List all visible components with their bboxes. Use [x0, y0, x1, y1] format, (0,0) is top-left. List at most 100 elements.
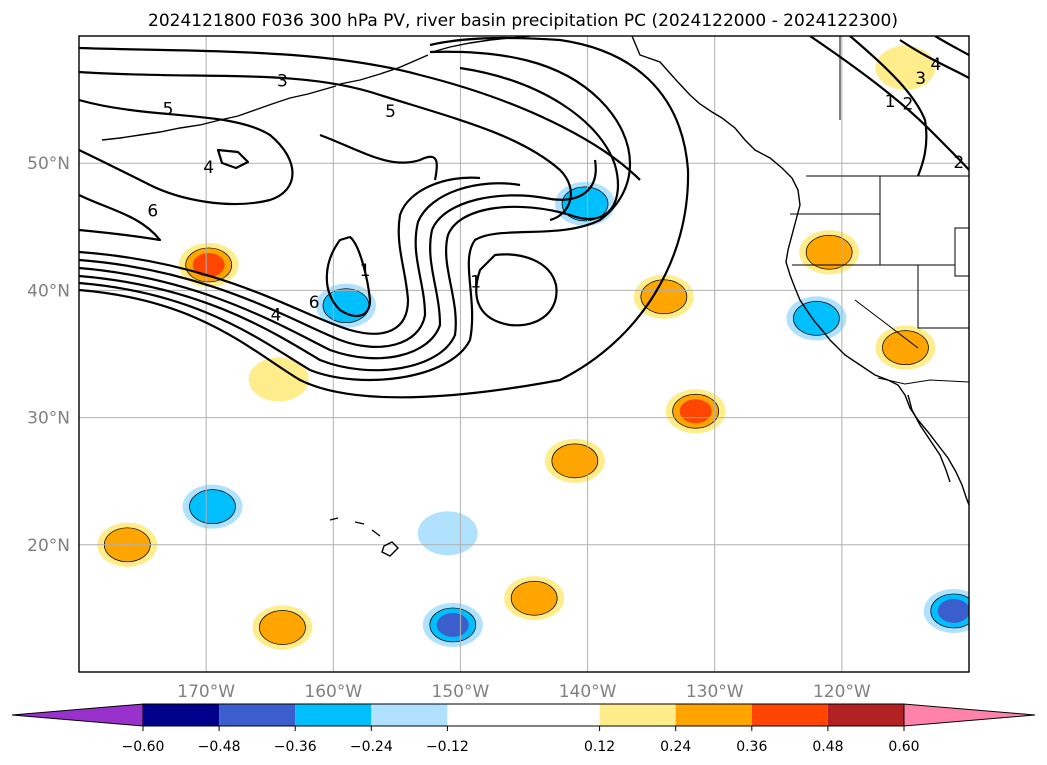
pv-contour-label: 4 — [931, 55, 942, 75]
pv-contour-line — [899, 39, 969, 79]
precip-pc-level — [882, 330, 929, 365]
colorbar-frame — [142, 703, 905, 727]
pv-contour-label: 3 — [915, 69, 926, 89]
precip-pc-level — [248, 357, 309, 402]
pv-contour-label: 4 — [203, 158, 214, 178]
precip-pc-blob — [786, 296, 847, 341]
pv-contour-line — [934, 36, 969, 56]
colorbar-segment — [827, 704, 904, 726]
pv-contour-line — [79, 50, 631, 382]
precip-pc-blob — [504, 576, 565, 621]
pv-contour-line — [79, 66, 620, 372]
colorbar-tick-label: −0.12 — [426, 739, 469, 755]
pv-contour-line — [79, 46, 641, 181]
pv-contour-label: 2 — [903, 94, 914, 114]
colorbar-tick-label: 0.36 — [736, 739, 767, 755]
coastlines — [101, 36, 969, 557]
precip-pc-blob — [182, 484, 243, 529]
pv-contour-line — [216, 148, 250, 170]
pv-contour-line — [79, 70, 572, 222]
chart-title: 2024121800 F036 300 hPa PV, river basin … — [148, 11, 898, 31]
political-borders — [790, 36, 969, 385]
precip-pc-level — [640, 279, 688, 315]
pv-contour-label: 5 — [385, 102, 396, 122]
colorbar-tick-label: 0.24 — [660, 739, 691, 755]
precip-pc-blob — [875, 325, 936, 370]
pv-contour-line — [79, 176, 481, 335]
precip-pc-blob — [875, 45, 936, 90]
aleutian-islands — [101, 54, 429, 141]
colorbar-tick-label: −0.60 — [122, 739, 165, 755]
colorbar-tick-label: −0.36 — [274, 739, 317, 755]
precip-pc-blob — [799, 230, 860, 275]
precip-pc-layer — [97, 45, 969, 650]
state-borders — [790, 176, 969, 349]
lon-tick-label: 140°W — [559, 682, 617, 702]
map-frame — [78, 35, 970, 673]
precip-pc-level — [875, 45, 936, 90]
lat-tick-labels: 20°N 30°N 40°N 50°N — [27, 154, 70, 556]
precip-pc-blob — [178, 242, 239, 287]
pv-contour-label: 6 — [147, 201, 158, 221]
lon-tick-label: 170°W — [177, 682, 235, 702]
colorbar-segment — [751, 704, 828, 726]
colorbar-tick-label: 0.48 — [812, 739, 843, 755]
pv-contour-line — [79, 194, 162, 242]
colorbar-segment — [295, 704, 372, 726]
precip-pc-blob — [665, 389, 726, 434]
colorbar-extend-low — [11, 703, 144, 727]
precip-pc-level — [805, 234, 853, 270]
precip-pc-blob — [417, 511, 478, 556]
pv-contour-label: 1 — [360, 261, 371, 281]
precip-pc-level — [192, 252, 225, 277]
colorbar-segment — [143, 704, 220, 726]
lon-tick-label: 120°W — [813, 682, 871, 702]
pv-contour-line — [79, 36, 690, 399]
precip-pc-blob — [252, 605, 313, 650]
colorbar-tick-label: −0.48 — [198, 739, 241, 755]
colorbar-tick-label: 0.12 — [584, 739, 615, 755]
precip-pc-blob — [633, 274, 694, 319]
precip-pc-level — [561, 186, 609, 222]
pv-contour-label: 2 — [953, 153, 964, 173]
precip-pc-level — [793, 301, 840, 336]
precip-pc-level — [259, 610, 306, 645]
precip-pc-blob — [923, 588, 969, 633]
colorbar-tick-label: −0.24 — [350, 739, 393, 755]
gridlines — [79, 36, 969, 672]
pv-contour-line — [809, 36, 969, 171]
lat-tick-label: 50°N — [27, 154, 70, 174]
colorbar-segment — [219, 704, 296, 726]
colorbar-segment — [371, 704, 448, 726]
pv-contour-label: 5 — [163, 100, 174, 120]
pv-contour-label: 4 — [271, 306, 282, 326]
lat-tick-label: 40°N — [27, 281, 70, 301]
north-america-coastline — [631, 36, 969, 506]
pv-contour-label: 1 — [885, 92, 896, 112]
pv-contours — [79, 36, 969, 399]
lon-tick-label: 130°W — [686, 682, 744, 702]
precip-pc-blob — [544, 438, 605, 483]
colorbar-extend-high — [903, 703, 1036, 727]
pv-contour-line — [79, 182, 521, 348]
pv-contour-line — [325, 235, 372, 318]
lat-tick-label: 30°N — [27, 409, 70, 429]
precip-pc-level — [436, 612, 469, 637]
precip-pc-level — [937, 598, 969, 623]
pv-contour-line — [79, 159, 597, 360]
pv-contour-line — [79, 98, 294, 206]
precip-pc-level — [510, 580, 558, 616]
colorbar-tick-label: 0.60 — [888, 739, 919, 755]
pv-contour-line — [849, 36, 928, 177]
colorbar-segment — [675, 704, 752, 726]
pv-contour-label: 6 — [309, 293, 320, 313]
precip-pc-level — [417, 511, 478, 556]
colorbar-segment — [599, 704, 676, 726]
lon-tick-label: 160°W — [304, 682, 362, 702]
hawaii-islands — [329, 517, 399, 557]
lon-tick-label: 150°W — [432, 682, 490, 702]
us-mexico-border — [877, 377, 969, 385]
colorbar: −0.60 −0.48 −0.36 −0.24 −0.12 0.12 0.24 0.36 0.4… — [11, 703, 1036, 755]
